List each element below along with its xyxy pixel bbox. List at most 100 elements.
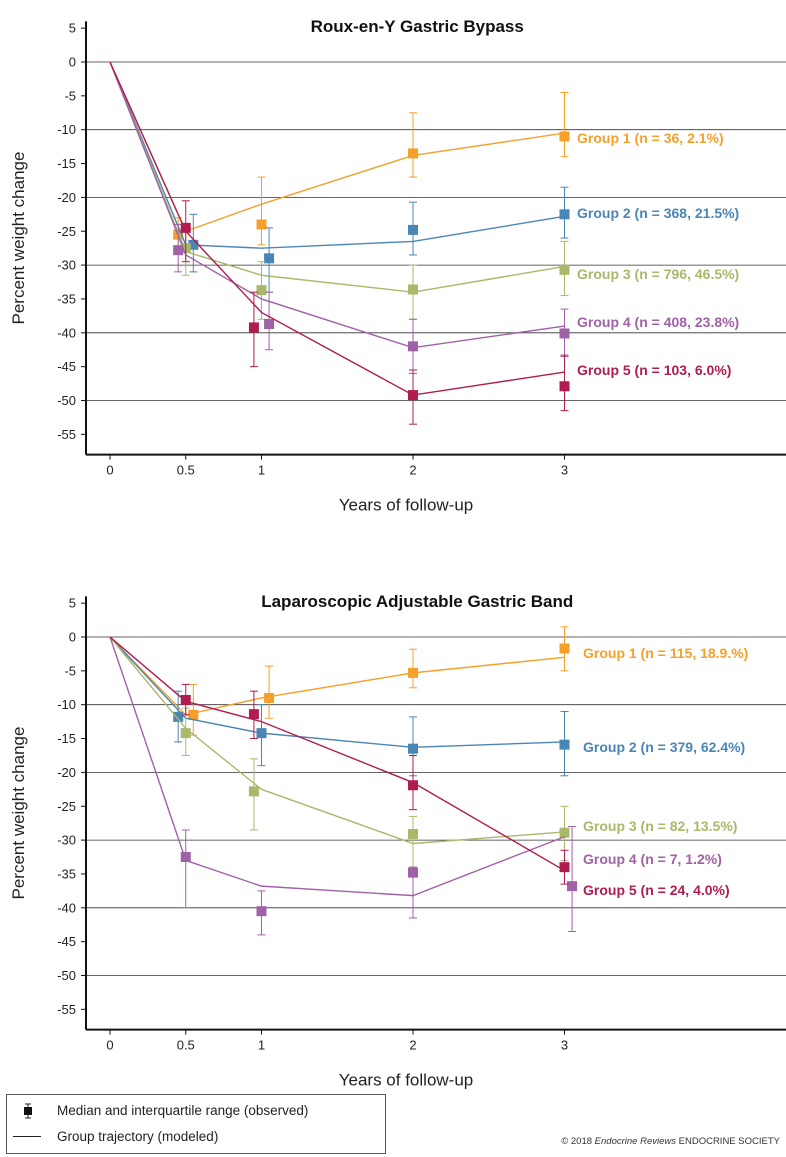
x-tick-label: 0 — [106, 463, 113, 478]
journal-name: Endocrine Reviews — [594, 1136, 676, 1147]
median-point — [408, 390, 418, 401]
group-label-5: Group 5 (n = 103, 6.0%) — [577, 362, 731, 378]
series-1: Group 1 (n = 36, 2.1%) — [109, 61, 724, 253]
series-2: Group 2 (n = 368, 21.5%) — [109, 61, 739, 293]
legend-observed-label: Median and interquartile range (observed… — [57, 1103, 309, 1118]
group-label-3: Group 3 (n = 82, 13.5%) — [583, 818, 737, 834]
median-point — [180, 694, 191, 705]
x-tick-label: 0.5 — [177, 463, 195, 478]
x-tick-label: 2 — [409, 1038, 416, 1053]
series-5: Group 5 (n = 24, 4.0%) — [109, 636, 730, 898]
median-point — [408, 829, 418, 840]
group-label-1: Group 1 (n = 36, 2.1%) — [577, 130, 724, 146]
median-point — [559, 381, 570, 392]
series-4: Group 4 (n = 7, 1.2%) — [109, 636, 722, 936]
y-tick-label: -50 — [57, 968, 76, 983]
x-axis-title: Years of follow-up — [339, 1071, 474, 1090]
y-tick-label: 5 — [69, 596, 76, 611]
median-point — [408, 743, 418, 754]
y-tick-label: -45 — [57, 934, 76, 949]
series-line — [109, 636, 565, 845]
median-point — [559, 827, 570, 838]
x-tick-label: 0.5 — [177, 1038, 195, 1053]
median-point — [559, 264, 570, 275]
y-tick-label: 0 — [69, 55, 76, 70]
median-point — [188, 709, 199, 720]
chart-title: Laparoscopic Adjustable Gastric Band — [261, 592, 573, 611]
errorbar-square-icon — [13, 1103, 43, 1118]
median-point — [173, 245, 184, 256]
group-label-2: Group 2 (n = 368, 21.5%) — [577, 205, 739, 221]
x-tick-label: 1 — [258, 463, 265, 478]
median-point — [559, 328, 570, 339]
y-tick-label: -10 — [57, 122, 76, 137]
median-point — [248, 709, 259, 720]
series-3: Group 3 (n = 82, 13.5%) — [109, 636, 737, 868]
chart-title: Roux-en-Y Gastric Bypass — [311, 17, 524, 36]
legend-modeled-label: Group trajectory (modeled) — [57, 1129, 219, 1144]
series-4: Group 4 (n = 408, 23.8%) — [109, 61, 739, 374]
x-axis-title: Years of follow-up — [339, 496, 474, 515]
median-point — [408, 341, 418, 352]
series-line — [109, 636, 565, 897]
median-point — [256, 728, 267, 739]
median-point — [559, 643, 570, 654]
series-2: Group 2 (n = 379, 62.4%) — [109, 636, 745, 777]
legend-modeled: Group trajectory (modeled) — [13, 1129, 218, 1144]
group-label-4: Group 4 (n = 7, 1.2%) — [583, 851, 722, 867]
y-tick-label: -40 — [57, 900, 76, 915]
x-tick-label: 3 — [561, 463, 568, 478]
median-point — [559, 862, 570, 873]
y-tick-label: -55 — [57, 1002, 76, 1017]
y-tick-label: -55 — [57, 427, 76, 442]
y-tick-label: -35 — [57, 291, 76, 306]
legend: Median and interquartile range (observed… — [6, 1094, 386, 1154]
series-line — [109, 636, 565, 716]
median-point — [256, 219, 267, 230]
median-point — [256, 285, 267, 296]
median-point — [256, 906, 267, 917]
median-point — [248, 786, 259, 797]
series-line — [109, 636, 565, 872]
series-line — [109, 61, 565, 249]
y-tick-label: -5 — [64, 663, 76, 678]
group-label-5: Group 5 (n = 24, 4.0%) — [583, 882, 730, 898]
series-1: Group 1 (n = 115, 18.9.%) — [109, 626, 748, 736]
series-line — [109, 61, 565, 349]
y-tick-label: -25 — [57, 799, 76, 814]
group-label-1: Group 1 (n = 115, 18.9.%) — [583, 645, 748, 661]
y-tick-label: -10 — [57, 697, 76, 712]
y-tick-label: -50 — [57, 393, 76, 408]
y-tick-label: -20 — [57, 190, 76, 205]
median-point — [408, 867, 418, 878]
median-point — [408, 284, 418, 295]
median-point — [180, 222, 191, 233]
median-point — [559, 131, 570, 142]
copyright: © 2018 Endocrine Reviews ENDOCRINE SOCIE… — [561, 1136, 780, 1147]
median-point — [408, 667, 418, 678]
y-tick-label: -35 — [57, 866, 76, 881]
group-label-4: Group 4 (n = 408, 23.8%) — [577, 314, 739, 330]
group-label-2: Group 2 (n = 379, 62.4%) — [583, 739, 745, 755]
y-tick-label: -15 — [57, 156, 76, 171]
y-axis-title: Percent weight change — [9, 727, 28, 900]
group-label-3: Group 3 (n = 796, 46.5%) — [577, 266, 739, 282]
median-point — [567, 881, 578, 892]
y-tick-label: -30 — [57, 833, 76, 848]
x-tick-label: 1 — [258, 1038, 265, 1053]
x-tick-label: 0 — [106, 1038, 113, 1053]
series-5: Group 5 (n = 103, 6.0%) — [109, 61, 731, 425]
y-tick-label: -15 — [57, 731, 76, 746]
x-tick-label: 3 — [561, 1038, 568, 1053]
series-line — [109, 61, 565, 396]
legend-observed: Median and interquartile range (observed… — [13, 1103, 308, 1118]
chart-rygb: Roux-en-Y Gastric Bypass 5 0 -5 -10 -15 -20 -25… — [9, 17, 786, 515]
y-tick-label: 0 — [69, 630, 76, 645]
y-tick-label: -5 — [64, 88, 76, 103]
median-point — [559, 209, 570, 220]
median-point — [180, 728, 191, 739]
median-point — [408, 780, 418, 791]
median-point — [180, 852, 191, 863]
median-point — [264, 253, 275, 264]
y-tick-label: -45 — [57, 359, 76, 374]
